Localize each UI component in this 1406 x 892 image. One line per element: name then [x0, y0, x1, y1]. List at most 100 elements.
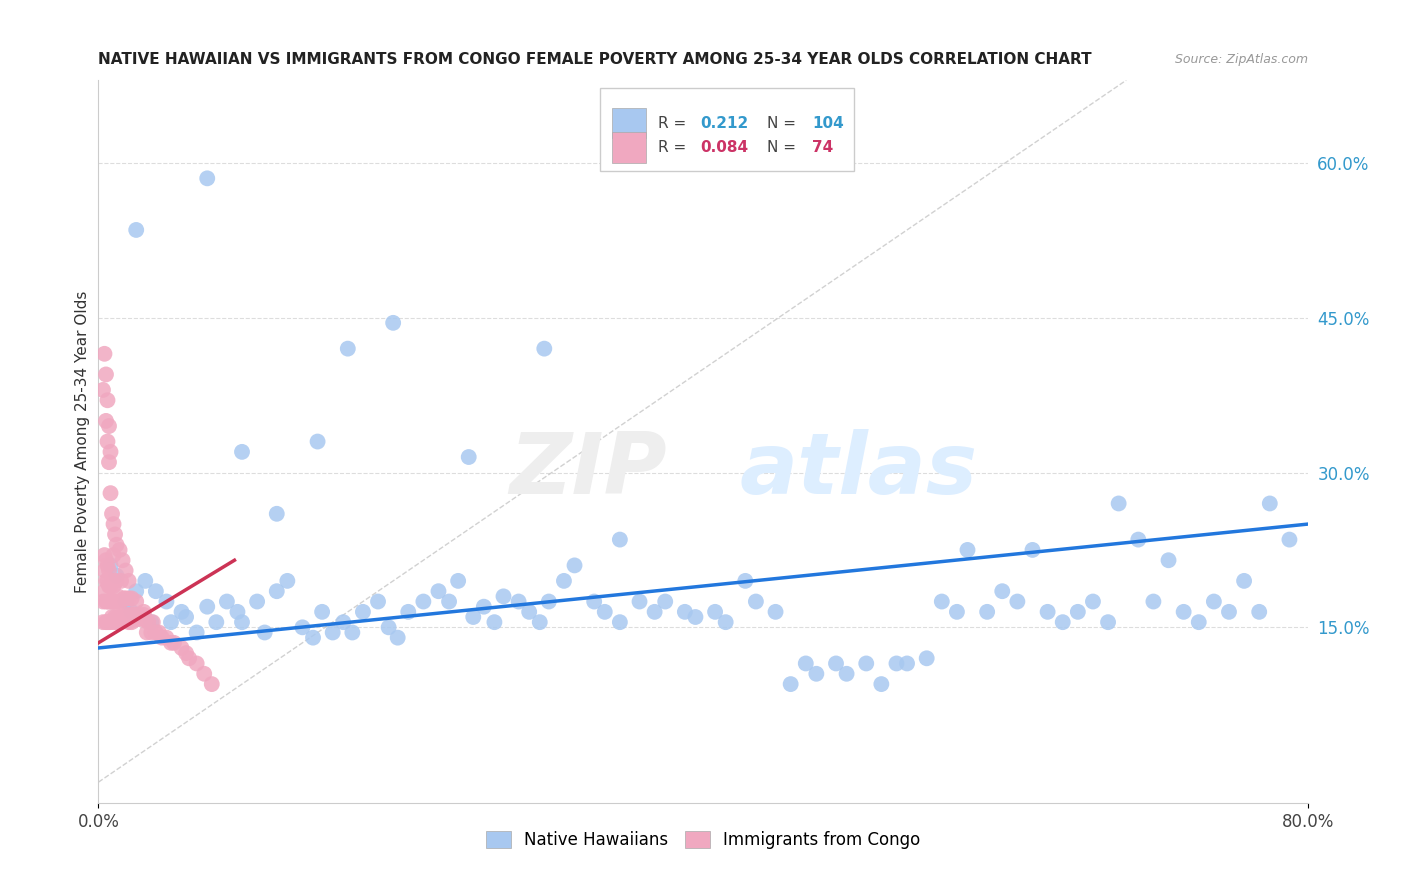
Point [226, 605, 249, 619]
Point [583, 594, 606, 608]
Point [484, 615, 506, 630]
Point [103, 517, 125, 532]
Point [1081, 594, 1104, 608]
Point [1021, 542, 1043, 557]
Point [1052, 615, 1074, 630]
Point [125, 223, 148, 237]
Point [163, 636, 186, 650]
Text: R =: R = [658, 140, 692, 155]
Point [110, 594, 132, 608]
Point [517, 605, 540, 619]
Point [1188, 615, 1211, 630]
Point [155, 631, 177, 645]
Point [115, 607, 138, 622]
Point [806, 666, 828, 681]
Point [654, 594, 676, 608]
Point [307, 434, 329, 449]
Point [332, 615, 354, 630]
Point [98, 455, 121, 469]
Point [170, 605, 193, 619]
Point [564, 558, 586, 573]
Point [673, 605, 696, 619]
Point [246, 594, 269, 608]
Point [114, 594, 136, 608]
Point [121, 605, 143, 619]
Point [96, 594, 118, 608]
Point [105, 615, 128, 630]
Point [91, 383, 114, 397]
Point [1007, 594, 1029, 608]
Point [98, 615, 121, 630]
Point [96, 574, 118, 588]
Point [529, 615, 551, 630]
Point [105, 574, 128, 588]
Point [302, 631, 325, 645]
Point [136, 615, 159, 630]
Text: Source: ZipAtlas.com: Source: ZipAtlas.com [1174, 53, 1308, 66]
Point [120, 607, 142, 622]
Point [1202, 594, 1225, 608]
Point [110, 574, 132, 588]
Point [377, 620, 399, 634]
Point [291, 620, 314, 634]
Point [112, 591, 135, 606]
Point [128, 607, 150, 622]
Point [537, 594, 560, 608]
Point [946, 605, 969, 619]
Point [644, 605, 666, 619]
Text: N =: N = [768, 140, 801, 155]
Point [100, 594, 122, 608]
Point [745, 594, 768, 608]
Point [387, 631, 409, 645]
Point [96, 393, 118, 408]
Point [1249, 605, 1271, 619]
Point [134, 574, 156, 588]
Point [976, 605, 998, 619]
Point [108, 610, 131, 624]
Point [103, 548, 125, 562]
Point [931, 594, 953, 608]
Point [148, 625, 170, 640]
Point [93, 548, 115, 562]
Point [734, 574, 756, 588]
Point [101, 594, 124, 608]
Point [141, 615, 163, 630]
Point [108, 594, 131, 608]
Point [103, 615, 125, 630]
Point [1142, 594, 1164, 608]
Point [457, 450, 479, 464]
Point [134, 612, 156, 626]
Point [201, 677, 224, 691]
Point [111, 610, 134, 624]
Point [1108, 496, 1130, 510]
FancyBboxPatch shape [613, 132, 647, 162]
Point [103, 579, 125, 593]
Point [1036, 605, 1059, 619]
Text: 0.084: 0.084 [700, 140, 749, 155]
Point [160, 615, 183, 630]
Point [553, 574, 575, 588]
Point [98, 594, 121, 608]
Point [94, 553, 117, 567]
Point [101, 574, 124, 588]
Point [93, 564, 115, 578]
Point [94, 368, 117, 382]
Point [186, 625, 208, 640]
Point [127, 612, 149, 626]
Point [114, 564, 136, 578]
Point [145, 584, 167, 599]
Point [98, 564, 121, 578]
Point [870, 677, 893, 691]
Point [367, 594, 389, 608]
Point [105, 568, 128, 582]
Point [93, 347, 115, 361]
Point [609, 615, 631, 630]
Text: N =: N = [768, 116, 801, 131]
Point [160, 636, 183, 650]
Point [896, 657, 918, 671]
Point [93, 584, 115, 599]
Point [174, 646, 197, 660]
Point [266, 507, 288, 521]
Point [118, 574, 141, 588]
Point [145, 625, 167, 640]
